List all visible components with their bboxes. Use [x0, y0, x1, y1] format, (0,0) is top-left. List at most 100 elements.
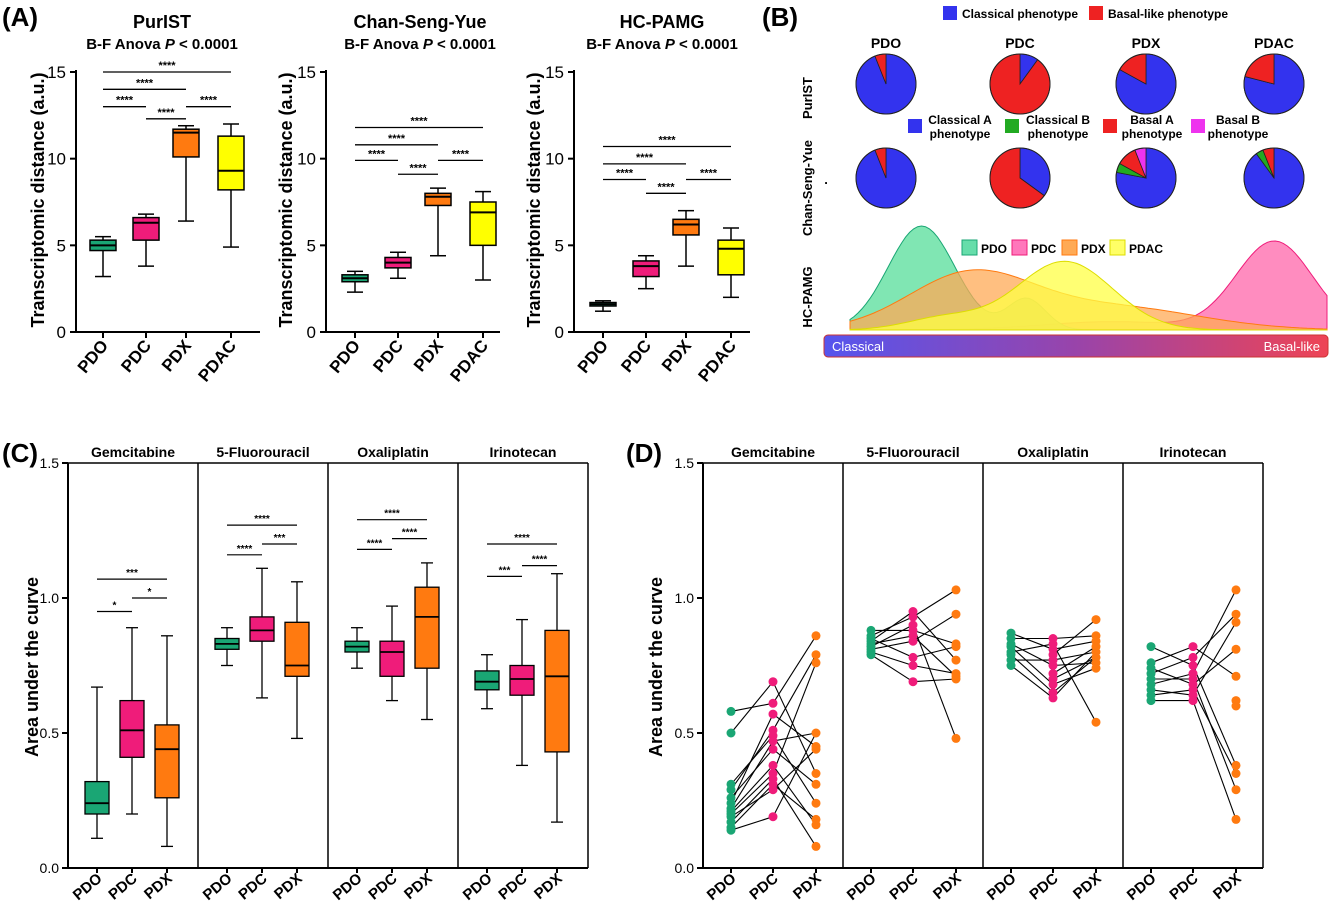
pair-line: [1150, 656, 1194, 675]
facet-title: Gemcitabine: [731, 444, 815, 460]
box-pdc: [132, 216, 160, 241]
point-pdx: [1231, 769, 1241, 778]
y-tick-label: 0.5: [40, 725, 60, 741]
pair-line: [1052, 619, 1097, 656]
legend-swatch-basal-a: [1103, 119, 1117, 133]
x-tick-label: PDC: [495, 870, 530, 903]
pie-outline: [855, 147, 917, 209]
subtitle-p: P: [423, 36, 434, 53]
x-tick-label: PDX: [930, 870, 965, 903]
density-pdac: [849, 260, 1327, 331]
pie-purist-1: [989, 53, 1051, 115]
box-pdx: [172, 128, 200, 158]
sig-label: ***: [499, 565, 511, 576]
pair-line: [1192, 646, 1237, 677]
point-pdx: [811, 820, 821, 830]
facet-title: Irinotecan: [1160, 444, 1227, 460]
sig-label: ****: [409, 162, 427, 174]
point-pdx: [811, 650, 821, 660]
pie-label-pdac: PDAC: [1254, 35, 1294, 51]
point-pdc: [768, 760, 778, 770]
box-pdc: [379, 640, 405, 677]
point-pdx: [951, 609, 961, 619]
facet-title: Irinotecan: [490, 444, 557, 460]
subtitle-suffix: < 0.0001: [433, 36, 496, 53]
box-pdx: [424, 192, 452, 207]
subtitle-p: P: [165, 36, 176, 53]
sig-label: ****: [514, 533, 530, 544]
point-pdo: [726, 785, 736, 795]
pair-line: [1010, 665, 1054, 699]
phenotype-gradient-bar: [823, 334, 1329, 358]
pie-purist-2: [1115, 53, 1177, 115]
x-tick-label: PDC: [369, 336, 407, 376]
pair-line: [730, 713, 774, 804]
sig-label: ***: [126, 568, 138, 579]
box-pdac: [469, 201, 497, 247]
x-tick-label: PDAC: [695, 336, 741, 385]
y-tick-label: 0.0: [40, 860, 60, 876]
point-pdc: [908, 612, 918, 622]
panel-label-b: (B): [762, 2, 798, 32]
pair-line: [1052, 640, 1097, 650]
point-pdc: [1188, 696, 1198, 706]
panel-c-drug-auc: Area under the curve 0.0 0.5 1.0 1.5 Gemcita…: [22, 444, 589, 904]
pair-line: [730, 783, 774, 828]
sig-label: ****: [388, 133, 406, 145]
y-tick-label: 5: [555, 236, 564, 255]
point-pdc: [1188, 652, 1198, 662]
pair-line: [1052, 651, 1097, 699]
panel-label-a: (A): [2, 2, 38, 32]
y-tick-label: 1.5: [40, 455, 60, 471]
point-pdx: [1231, 671, 1241, 681]
pair-line: [912, 613, 957, 642]
pair-line: [1150, 646, 1194, 667]
pie-outline: [855, 53, 917, 115]
legend-swatch-classical: [943, 6, 957, 20]
pair-line: [730, 740, 774, 809]
legend-label-classical-a-2: phenotype: [930, 127, 991, 141]
sig-label: ***: [274, 533, 286, 544]
point-pdc: [1188, 642, 1198, 652]
density-legend: PDO PDC PDX PDAC: [961, 239, 1163, 256]
point-pdc: [1048, 679, 1058, 689]
y-tick-label: 1.0: [40, 590, 60, 606]
x-tick-label: PDO: [844, 870, 880, 904]
pair-line: [1010, 643, 1054, 653]
point-pdo: [1146, 696, 1156, 706]
y-tick-label: 5: [307, 236, 316, 255]
sig-label: ****: [367, 538, 383, 549]
pie-outline: [1115, 53, 1177, 115]
legend-swatch-basal: [1089, 6, 1103, 20]
pair-line: [870, 654, 914, 683]
y-axis-label: Area under the curve: [22, 577, 42, 757]
box-pdx: [544, 629, 570, 753]
y-tick-label: 15: [47, 63, 66, 82]
chart-subtitle: B-F Anova P < 0.0001: [344, 36, 496, 53]
pair-line: [772, 732, 817, 742]
point-pdo: [1006, 661, 1016, 670]
box-pdo: [84, 780, 110, 815]
pair-line: [1150, 673, 1194, 685]
x-tick-label: PDX: [158, 336, 195, 375]
row-label-chan-seng-yue: Chan-Seng-Yue: [800, 140, 815, 236]
panel-a-purist: PurIST B-F Anova P < 0.0001 Transcriptom…: [28, 12, 260, 385]
pair-line: [1052, 656, 1097, 680]
point-pdx: [811, 631, 821, 641]
pair-line: [1052, 643, 1097, 723]
legend-swatch-classical-a: [908, 119, 922, 133]
point-pdx: [1231, 609, 1241, 619]
point-pdc: [908, 636, 918, 646]
pair-line: [912, 629, 957, 645]
legend-label-basal-a: Basal A: [1130, 113, 1174, 127]
point-pdc: [908, 677, 918, 687]
sig-label: ****: [636, 152, 654, 164]
legend-label-classical-b-2: phenotype: [1028, 127, 1089, 141]
legend-label-basal-a-2: phenotype: [1122, 127, 1183, 141]
point-pdc: [768, 677, 778, 687]
y-tick-label: 5: [57, 236, 66, 255]
y-tick-label: 0: [57, 323, 66, 342]
pair-line: [1010, 654, 1054, 693]
panel-a-hc-pamg: HC-PAMG B-F Anova P < 0.0001 Transcripto…: [524, 12, 750, 385]
facet-title: 5-Fluorouracil: [216, 444, 309, 460]
